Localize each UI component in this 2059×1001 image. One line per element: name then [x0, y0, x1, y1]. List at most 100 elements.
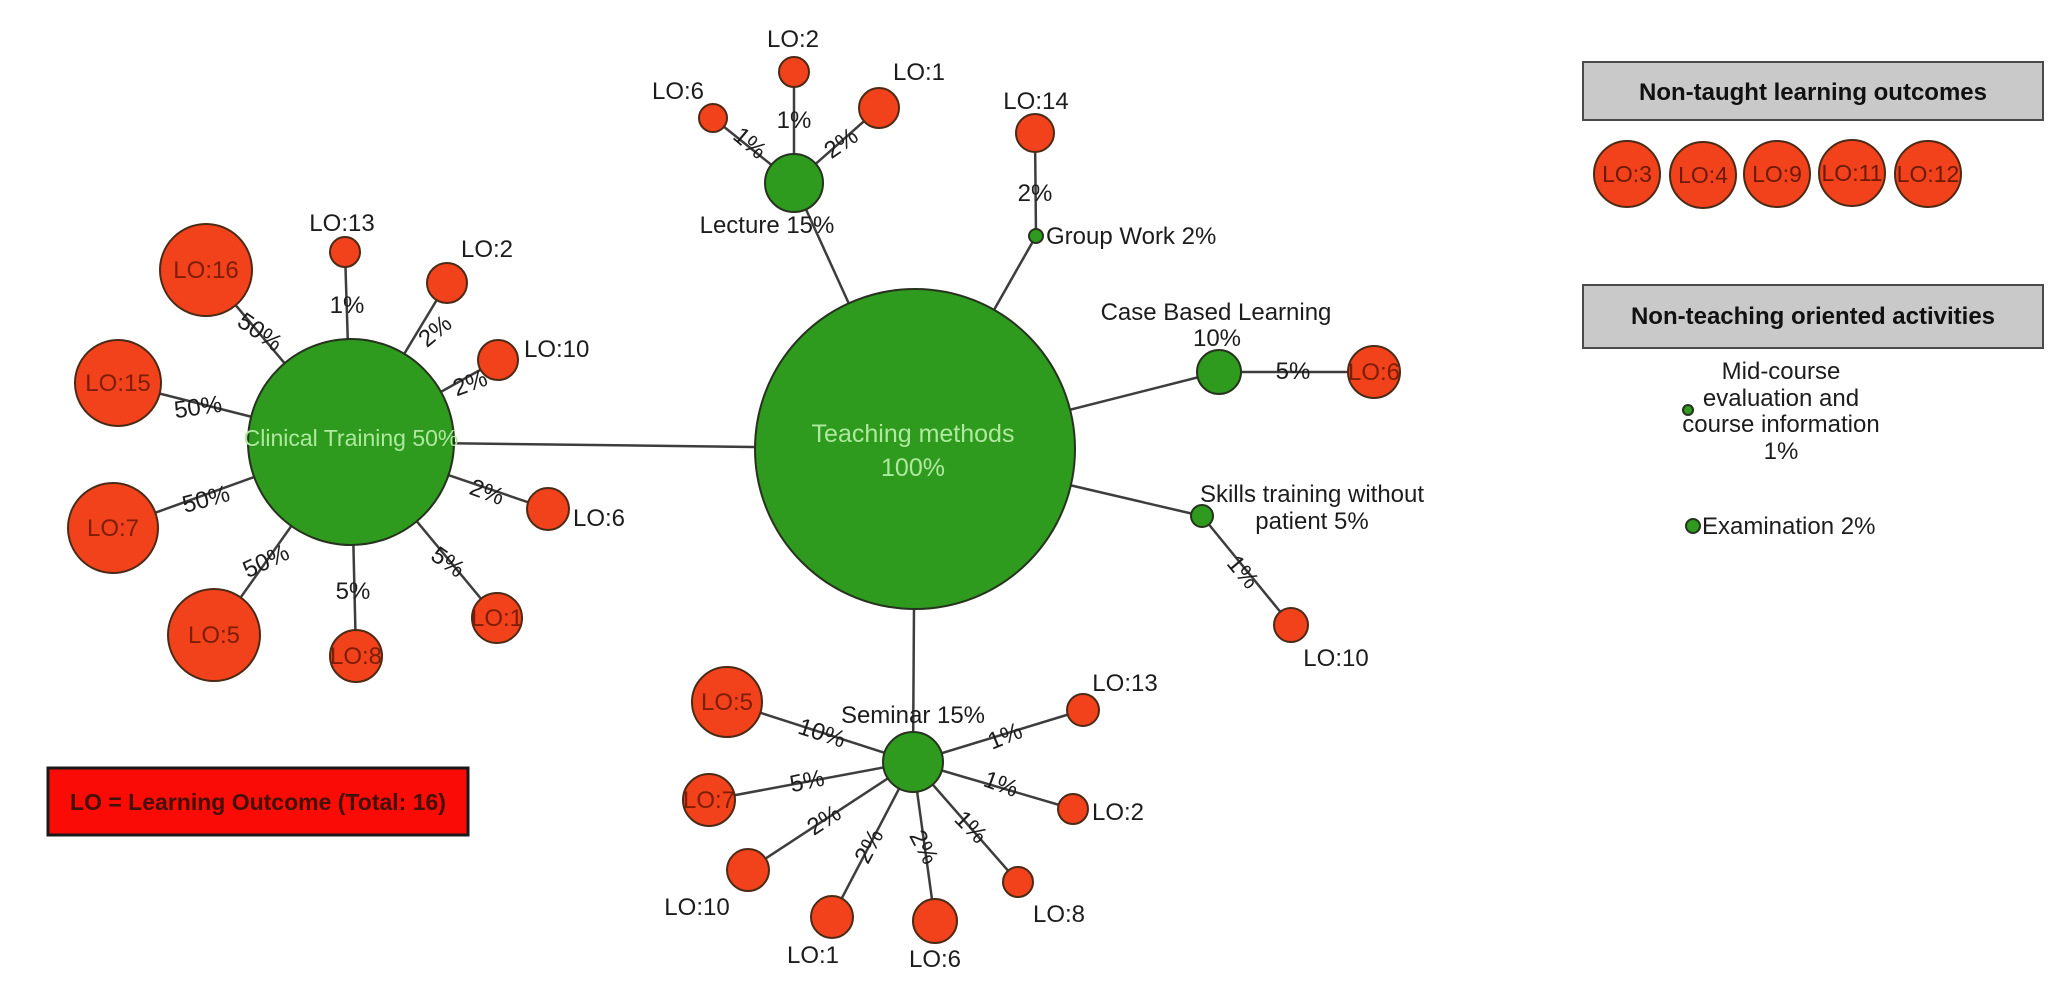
- legend-lo9-node: [1743, 140, 1811, 208]
- pct-label: 5%: [787, 765, 827, 799]
- casebased-lo6-node: [1347, 345, 1401, 399]
- teaching-methods-node: [754, 288, 1076, 610]
- edge-line: [708, 760, 914, 802]
- clinical-lo5-node: [167, 588, 261, 682]
- lo-label: LO:6: [652, 78, 704, 105]
- pct-label: 1%: [330, 292, 365, 319]
- legend-lo11-node: [1818, 139, 1886, 207]
- groupwork-node-label: Group Work 2%: [1046, 223, 1216, 250]
- edge-line: [1201, 515, 1292, 626]
- lo-label: LO:8: [330, 643, 382, 670]
- lo-label: LO:1: [471, 605, 523, 632]
- midcourse-label-line2: evaluation and: [1703, 385, 1859, 412]
- seminar-lo6-node: [912, 898, 958, 944]
- seminar-lo1-node: [810, 895, 854, 939]
- seminar-lo7-node: [682, 773, 736, 827]
- lo-label: LO:2: [767, 26, 819, 53]
- lo-label: LO:11: [1822, 160, 1883, 186]
- midcourse-label-line4: 1%: [1764, 438, 1799, 465]
- clinical-training-node: [247, 338, 455, 546]
- seminar-lo2-node: [1057, 793, 1089, 825]
- lo-label: LO:5: [701, 689, 753, 716]
- lo-label: LO:10: [524, 336, 589, 363]
- note-text: LO = Learning Outcome (Total: 16): [70, 789, 446, 815]
- legend-non-taught: Non-taught learning outcomes LO:3 LO:4 L…: [1582, 61, 2044, 209]
- pct-label: 5%: [1276, 358, 1311, 385]
- outcome-nodes: [67, 56, 1401, 944]
- pct-label: 1%: [980, 766, 1022, 803]
- pct-label: 5%: [336, 578, 371, 605]
- clinical-lo8-node: [329, 629, 383, 683]
- lo-label: LO:7: [683, 787, 735, 814]
- midcourse-label-line3: course information: [1682, 411, 1879, 438]
- note-box: [46, 766, 470, 837]
- central-node-label-line1: Teaching methods: [812, 420, 1015, 448]
- edge-line: [747, 760, 914, 872]
- lo-label: LO:6: [909, 946, 961, 973]
- pct-label: 1%: [984, 717, 1026, 755]
- legend-non-taught-title: Non-taught learning outcomes: [1639, 79, 1987, 106]
- lo-label: LO:13: [1092, 670, 1157, 697]
- lo-label: LO:5: [188, 622, 240, 649]
- lo-label: LO:13: [309, 210, 374, 237]
- legend-lo4-node: [1669, 141, 1737, 209]
- central-node-label-line2: 100%: [881, 454, 945, 482]
- lo-label: LO:1: [893, 59, 945, 86]
- pct-label: 2%: [802, 800, 846, 842]
- lo-label: LO:2: [1092, 799, 1144, 826]
- lo-label: LO:7: [87, 515, 139, 542]
- lo-label: LO:2: [461, 236, 513, 263]
- lo-label: LO:12: [1897, 161, 1960, 187]
- seminar-node-label: Seminar 15%: [841, 702, 985, 729]
- lo-label: LO:15: [85, 370, 150, 397]
- pct-label: 50%: [179, 480, 232, 519]
- casebased-node-label-line1: Case Based Learning: [1101, 299, 1332, 326]
- pct-label: 1%: [1221, 550, 1264, 594]
- clinical-lo7-node: [67, 482, 159, 574]
- seminar-lo10-node: [726, 848, 770, 892]
- note-box-group: LO = Learning Outcome (Total: 16): [46, 766, 470, 837]
- pct-label: 1%: [777, 107, 812, 134]
- lo-label: LO:6: [573, 505, 625, 532]
- pct-label: 2%: [903, 826, 943, 869]
- lo-label: LO:14: [1003, 88, 1068, 115]
- pct-label: 50%: [239, 539, 294, 584]
- lo-label: LO:16: [173, 257, 238, 284]
- legend-lo3-node: [1593, 140, 1661, 208]
- pct-label: 2%: [466, 474, 508, 511]
- legend-non-teaching-header-box: [1582, 284, 2044, 349]
- lo-label: LO:6: [1348, 359, 1400, 386]
- lecture-lo1-node: [858, 87, 900, 129]
- examination-label: Examination 2%: [1702, 513, 1875, 540]
- clinical-node-label: Clinical Training 50%: [244, 425, 459, 451]
- pct-label: 2%: [849, 825, 889, 868]
- clinical-lo13-node: [329, 236, 361, 268]
- legend-non-taught-header-box: [1582, 61, 2044, 121]
- seminar-node: [882, 731, 944, 793]
- legend-non-teaching-title: Non-teaching oriented activities: [1631, 303, 1995, 330]
- lo-label: LO:8: [1033, 901, 1085, 928]
- seminar-lo8-node: [1002, 866, 1034, 898]
- legend-non-teaching: Non-teaching oriented activities Mid-cou…: [1582, 284, 2044, 540]
- lecture-lo2-node: [778, 56, 810, 88]
- lo-label: LO:4: [1678, 162, 1728, 188]
- lo-label: LO:3: [1602, 161, 1652, 187]
- clinical-lo15-node: [74, 339, 162, 427]
- pct-label: 50%: [172, 391, 223, 424]
- lo-label: LO:10: [1303, 645, 1368, 672]
- lecture-node: [764, 153, 824, 213]
- skills-lo10-node: [1273, 607, 1309, 643]
- method-nodes: [247, 153, 1242, 793]
- clinical-lo1-node: [471, 592, 523, 644]
- group-work-node: [1028, 228, 1044, 244]
- lecture-cluster-labels: LO:6 1% LO:2 1% LO:1 2%: [652, 26, 945, 165]
- groupwork-lo14-node: [1015, 113, 1055, 153]
- legend-lo12-node: [1894, 140, 1962, 208]
- clinical-lo16-node: [159, 223, 253, 317]
- midcourse-dot: [1682, 404, 1694, 416]
- midcourse-label-line1: Mid-course: [1722, 358, 1841, 385]
- clinical-lo2-node: [426, 262, 468, 304]
- examination-dot: [1685, 518, 1701, 534]
- lo-label: LO:9: [1752, 161, 1802, 187]
